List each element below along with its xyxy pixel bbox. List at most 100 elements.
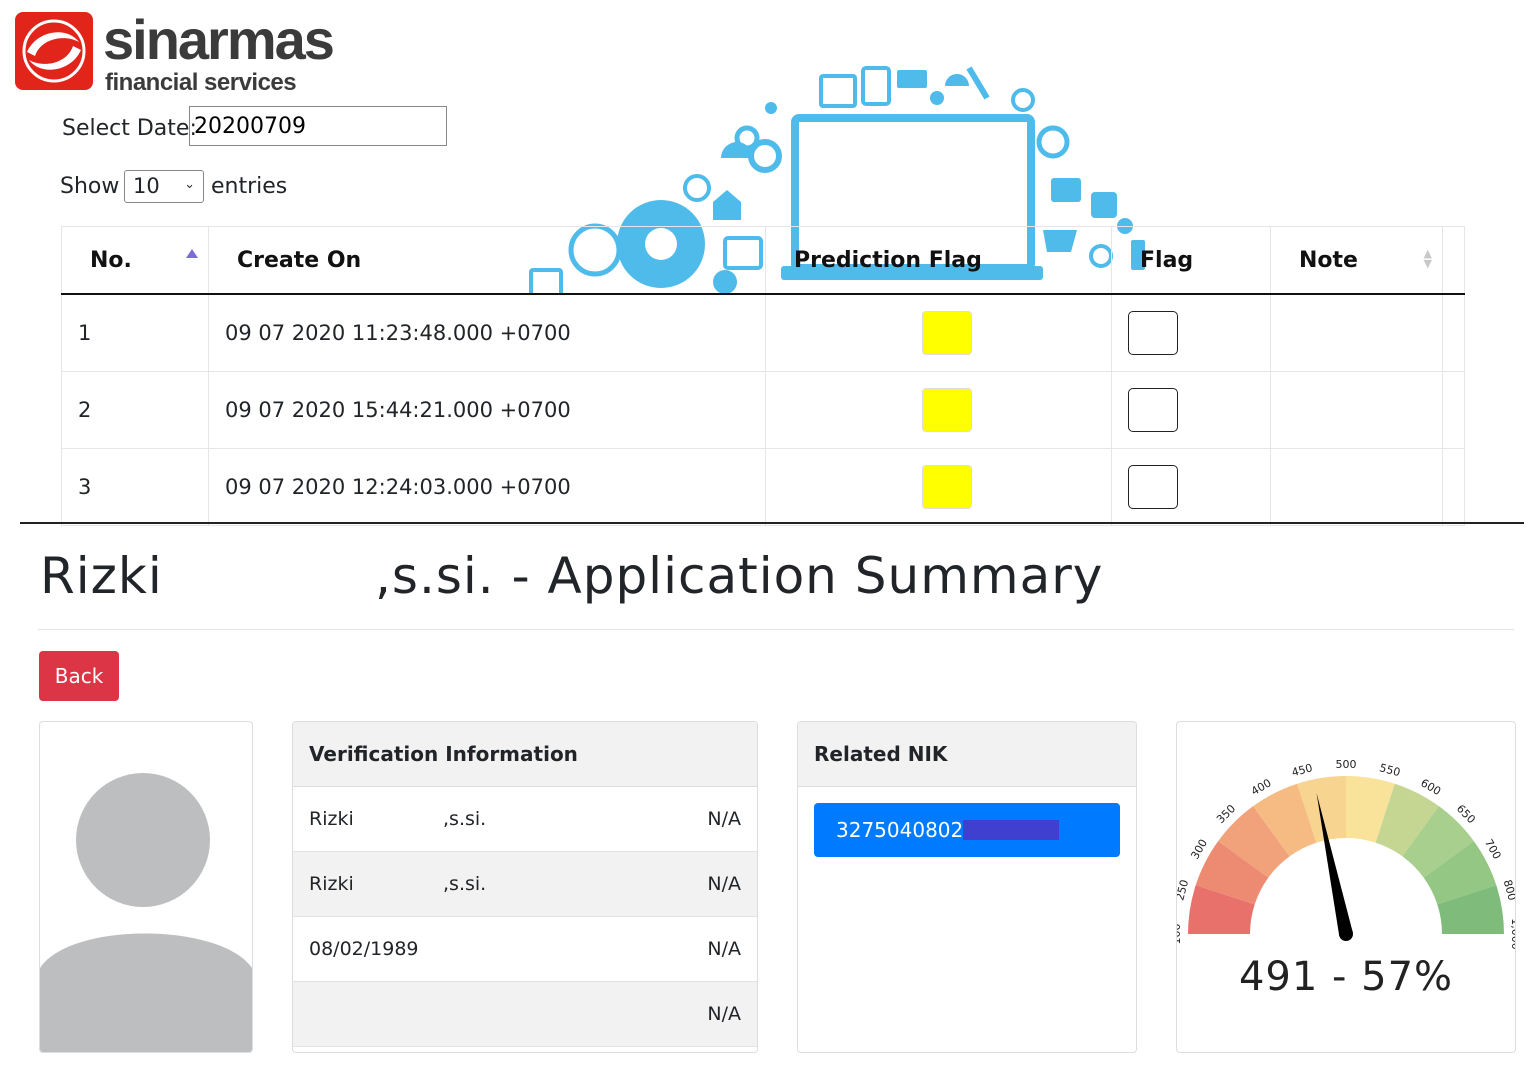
related-nik-button[interactable]: 3275040802 [814, 803, 1120, 857]
verification-row: 08/02/1989 N/A [293, 917, 757, 982]
verification-status: N/A [707, 808, 741, 830]
column-header-note[interactable]: Note ▲ ▼ [1270, 226, 1443, 295]
verification-value-suffix: ,s.si. [443, 873, 487, 895]
cell-note [1270, 448, 1443, 526]
verification-status: N/A [707, 873, 741, 895]
flag-checkbox[interactable] [1128, 388, 1178, 432]
avatar-card [39, 721, 253, 1053]
flag-checkbox[interactable] [1128, 311, 1178, 355]
cell-no: 2 [61, 371, 209, 449]
gauge-band [1437, 885, 1504, 934]
related-nik-card: Related NIK 3275040802 [797, 721, 1137, 1053]
gauge-tick-label: 250 [1177, 878, 1191, 902]
gauge-band [1402, 806, 1474, 878]
verification-value: 08/02/1989 [309, 938, 419, 960]
select-date-input[interactable] [189, 106, 447, 146]
entries-select-value: 10 [133, 174, 160, 198]
title-divider [38, 629, 1514, 630]
gauge-band [1375, 783, 1439, 857]
verification-value: Rizki [309, 808, 354, 830]
score-value: 491 - 57% [1238, 954, 1454, 1000]
gauge-tick-label: 400 [1249, 776, 1274, 798]
brand-logo: sinarmas financial services [15, 8, 395, 96]
cell-prediction-flag [765, 448, 1112, 526]
gauge-tick-label: 100 [1177, 924, 1183, 945]
cell-extra [1442, 371, 1465, 449]
prediction-table: No. Create On Prediction Flag Flag Note ▲… [61, 226, 1465, 526]
verification-row: N/A [293, 982, 757, 1047]
gauge-band [1253, 783, 1317, 857]
flag-checkbox[interactable] [1128, 465, 1178, 509]
column-header-extra [1442, 226, 1465, 295]
gauge-band [1346, 776, 1395, 843]
cell-extra [1442, 448, 1465, 526]
column-header-no[interactable]: No. [61, 226, 209, 295]
cell-note [1270, 371, 1443, 449]
prediction-flag-badge [921, 311, 972, 355]
verification-value: Rizki [309, 873, 354, 895]
cell-flag [1111, 448, 1271, 526]
gauge-tick-label: 700 [1482, 837, 1504, 862]
cell-no: 3 [61, 448, 209, 526]
verification-status: N/A [707, 1003, 741, 1025]
gauge-band [1423, 841, 1497, 905]
gauge-tick-label: 450 [1290, 761, 1314, 779]
column-header-prediction-flag[interactable]: Prediction Flag [765, 226, 1112, 295]
gauge-band [1218, 806, 1290, 878]
cell-create-on: 09 07 2020 12:24:03.000 +0700 [208, 448, 766, 526]
cell-no: 1 [61, 294, 209, 372]
gauge-band [1297, 776, 1346, 843]
score-gauge-card: 100 250 300 350 400 450 500 550 600 650 700 800 1,00… [1176, 721, 1516, 1053]
gauge-band [1188, 885, 1255, 934]
applicant-first-name: Rizki [40, 547, 163, 605]
section-divider [20, 522, 1524, 524]
sort-ascending-icon [186, 249, 198, 258]
brand-subtitle: financial services [105, 69, 297, 96]
verification-header: Verification Information [293, 722, 757, 787]
cell-create-on: 09 07 2020 15:44:21.000 +0700 [208, 371, 766, 449]
gauge-needle-hub [1339, 927, 1353, 941]
column-header-create-on[interactable]: Create On [208, 226, 766, 295]
table-row: 1 09 07 2020 11:23:48.000 +0700 [61, 294, 1465, 372]
gauge-tick-label: 1,000 [1509, 918, 1515, 950]
back-button[interactable]: Back [39, 651, 119, 701]
cell-prediction-flag [765, 294, 1112, 372]
entries-label: entries [211, 174, 288, 199]
gauge-needle [1316, 793, 1353, 936]
table-row: 2 09 07 2020 15:44:21.000 +0700 [61, 371, 1465, 449]
chevron-down-icon: ⌄ [184, 177, 195, 192]
show-label: Show [60, 174, 120, 199]
sinarmas-swirl-icon [15, 12, 93, 90]
related-nik-header: Related NIK [798, 722, 1136, 787]
gauge-tick-label: 500 [1336, 758, 1357, 771]
prediction-flag-badge [921, 465, 972, 509]
user-avatar-icon [40, 773, 252, 1052]
gauge-band [1195, 841, 1269, 905]
page-title-suffix: ,s.si. - Application Summary [375, 547, 1104, 605]
table-row: 3 09 07 2020 12:24:03.000 +0700 [61, 448, 1465, 526]
page-title: Rizki ,s.si. - Application Summary [40, 547, 1102, 605]
verification-card: Verification Information Rizki ,s.si. N/… [292, 721, 758, 1053]
column-header-flag[interactable]: Flag [1111, 226, 1271, 295]
gauge-tick-label: 300 [1188, 837, 1210, 862]
sort-both-icon: ▲ ▼ [1423, 247, 1432, 270]
verification-value-suffix: ,s.si. [443, 808, 487, 830]
verification-status: N/A [707, 938, 741, 960]
cell-create-on: 09 07 2020 11:23:48.000 +0700 [208, 294, 766, 372]
cell-note [1270, 294, 1443, 372]
cell-extra [1442, 294, 1465, 372]
verification-row: Rizki ,s.si. N/A [293, 852, 757, 917]
redaction-mask [963, 820, 1060, 840]
gauge-tick-label: 550 [1378, 761, 1402, 779]
cell-flag [1111, 294, 1271, 372]
select-date-label: Select Date: [62, 116, 197, 141]
cell-prediction-flag [765, 371, 1112, 449]
related-nik-value: 3275040802 [836, 818, 964, 842]
verification-row: Rizki ,s.si. N/A [293, 787, 757, 852]
prediction-flag-badge [921, 388, 972, 432]
brand-name: sinarmas [103, 8, 335, 71]
cell-flag [1111, 371, 1271, 449]
gauge-tick-label: 800 [1501, 878, 1515, 902]
entries-select[interactable]: 10 ⌄ [124, 170, 204, 203]
